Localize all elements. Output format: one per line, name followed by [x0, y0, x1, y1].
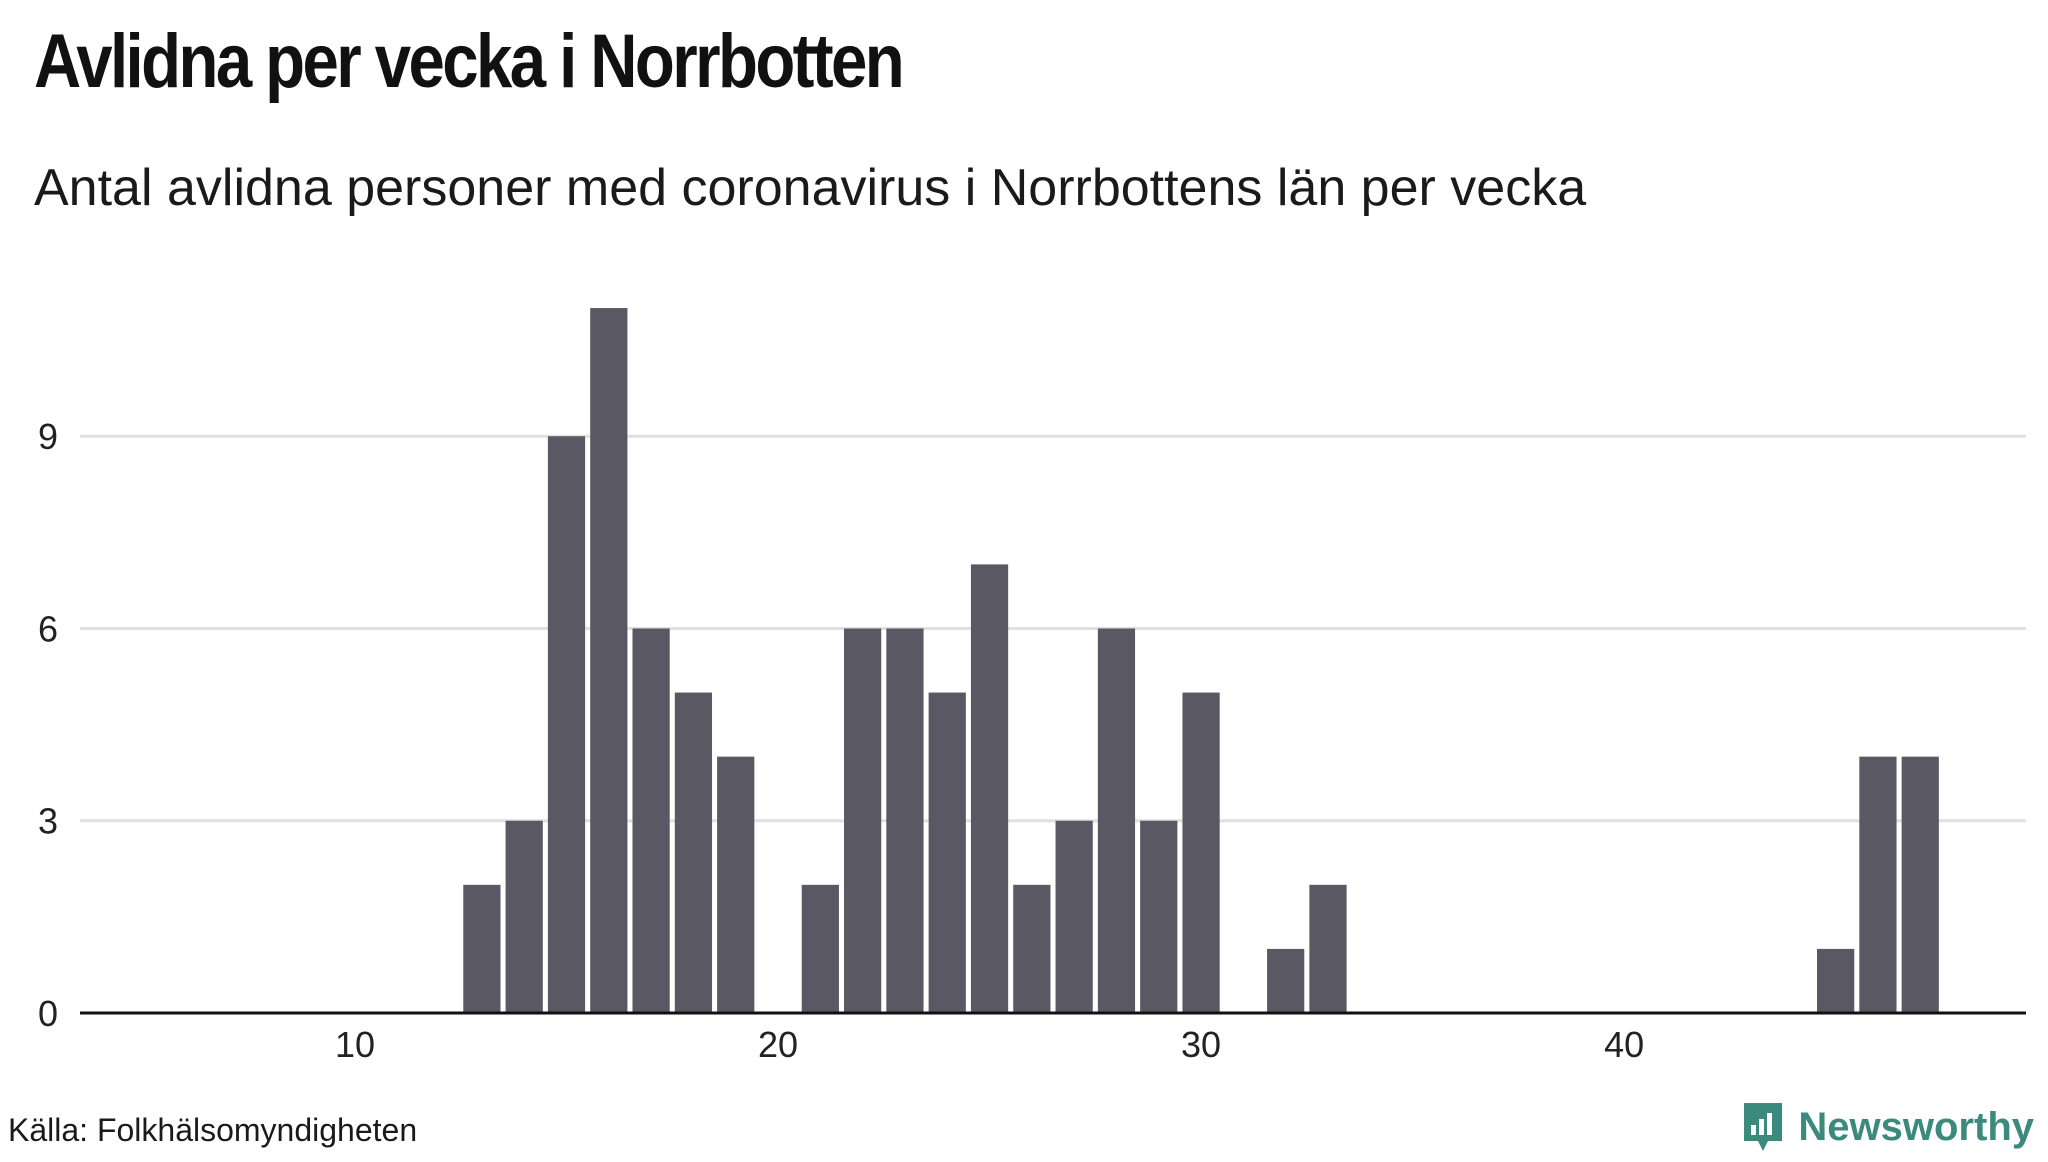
source-note: Källa: Folkhälsomyndigheten [8, 1112, 418, 1148]
bar-chart-logo-icon [1744, 1103, 1783, 1151]
axes: 0 3 6 9 10 20 30 40 [38, 416, 2026, 1065]
bar[interactable] [590, 308, 628, 1014]
bar[interactable] [547, 436, 586, 1013]
chart-subtitle: Antal avlidna personer med coronavirus i… [34, 159, 1587, 217]
bar[interactable] [1267, 948, 1305, 1013]
y-tick-label: 6 [38, 608, 58, 649]
bar[interactable] [505, 820, 543, 1013]
bar[interactable] [801, 884, 839, 1013]
bar[interactable] [844, 628, 882, 1013]
x-tick-label: 10 [335, 1024, 375, 1065]
brand-logo[interactable]: Newsworthy [1740, 1092, 2034, 1162]
bar[interactable] [1859, 756, 1897, 1013]
bar[interactable] [1309, 884, 1347, 1013]
x-tick-label: 30 [1181, 1024, 1221, 1065]
bar[interactable] [1140, 820, 1178, 1013]
bar[interactable] [674, 692, 713, 1013]
y-tick-label: 0 [38, 993, 58, 1034]
bar[interactable] [1013, 884, 1051, 1013]
bar[interactable] [886, 628, 924, 1013]
bar[interactable] [1097, 628, 1136, 1013]
bar[interactable] [970, 564, 1009, 1013]
bar[interactable] [463, 884, 501, 1013]
bar[interactable] [928, 692, 966, 1013]
x-tick-label: 40 [1604, 1024, 1644, 1065]
brand-name: Newsworthy [1798, 1104, 2034, 1149]
bar[interactable] [632, 628, 670, 1013]
bar[interactable] [1817, 948, 1855, 1013]
gridlines [80, 434, 2026, 823]
y-tick-label: 9 [38, 416, 58, 457]
bar[interactable] [717, 756, 755, 1013]
bar[interactable] [1182, 692, 1220, 1013]
y-tick-label: 3 [38, 801, 58, 842]
bar[interactable] [1055, 820, 1093, 1013]
x-tick-label: 20 [758, 1024, 798, 1065]
chart-title: Avlidna per vecka i Norrbotten [34, 19, 905, 104]
bar[interactable] [1901, 756, 1939, 1013]
bars [463, 308, 1939, 1014]
